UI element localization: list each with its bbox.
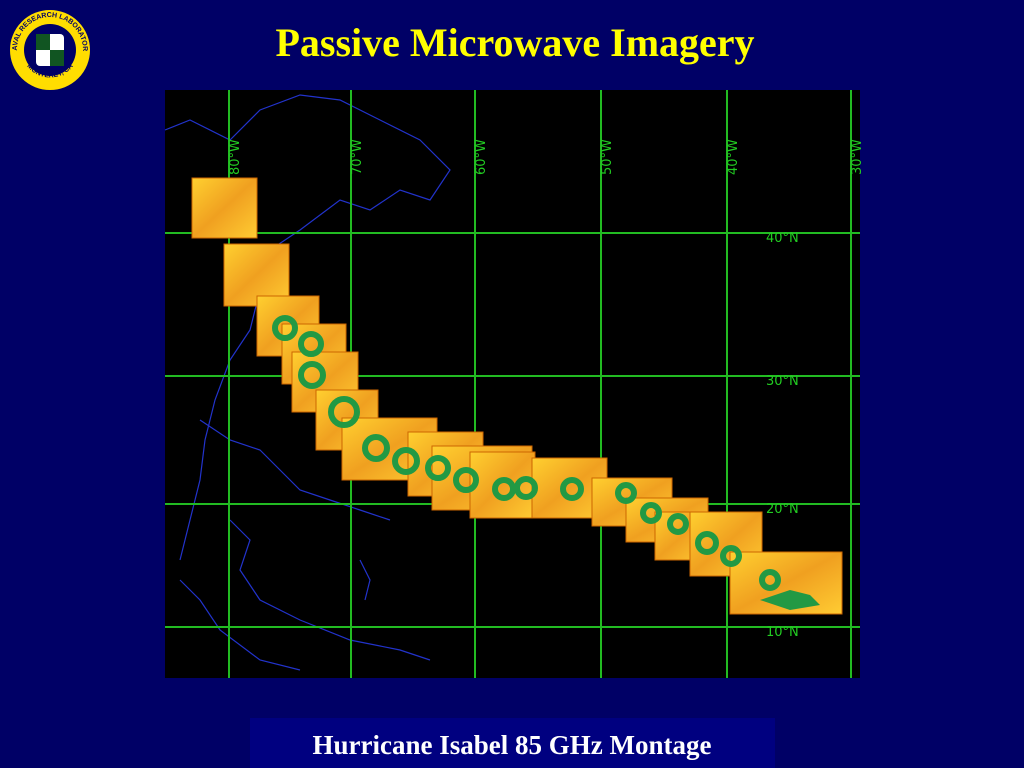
caption-box (250, 718, 775, 768)
latitude-label: 40°N (766, 231, 799, 246)
map: 80°W 70°W 60°W 50°W 40°W 30°W 40°N 30°N 20°N 10°… (164, 90, 865, 678)
caption: Hurricane Isabel 85 GHz Montage (313, 730, 712, 760)
longitude-label: 80°W (228, 139, 243, 175)
latitude-label: 10°N (766, 625, 799, 640)
latitude-label: 20°N (766, 502, 799, 517)
longitude-label: 60°W (474, 139, 489, 175)
logo: NAVAL RESEARCH LABORATORY MONTEREY, CA (0, 0, 92, 92)
longitude-label: 50°W (600, 139, 615, 175)
latitude-label: 30°N (766, 374, 799, 389)
longitude-label: 40°W (726, 139, 741, 175)
longitude-label: 70°W (350, 139, 365, 175)
longitude-label: 30°W (850, 139, 865, 175)
slide-title: Passive Microwave Imagery (275, 20, 754, 65)
